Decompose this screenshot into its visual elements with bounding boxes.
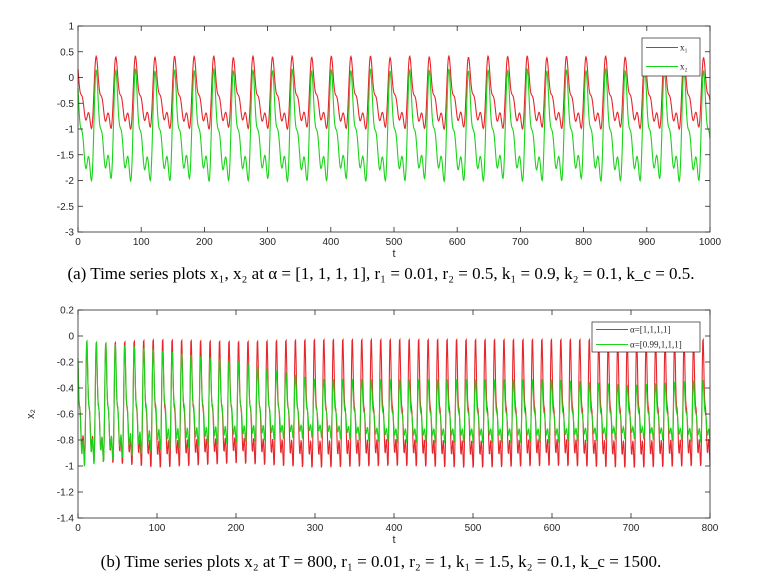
y-tick-label: -1.5 [57, 150, 75, 161]
x-tick-label: 100 [133, 237, 150, 248]
x-tick-label: 400 [322, 237, 339, 248]
x-tick-label: 200 [228, 523, 245, 534]
y-tick-label: 0.5 [60, 47, 74, 58]
x-tick-label: 600 [449, 237, 466, 248]
y-tick-label: -0.8 [57, 436, 75, 447]
x-tick-label: 300 [307, 523, 324, 534]
x-tick-label: 0 [75, 237, 81, 248]
legend-box [591, 321, 701, 353]
figure-panel-a: 0 100 200 300 400 500 600 700 800 900 1000 1 0.5 0 -0.… [57, 22, 722, 261]
y-tick-label: -1 [65, 125, 74, 136]
y-tick-label: -0.2 [57, 358, 75, 369]
x-tick-label: 800 [702, 523, 719, 534]
x-tick-label: 200 [196, 237, 213, 248]
chart-a: 0 100 200 300 400 500 600 700 800 900 1000 1 0.5 0 -0.… [57, 22, 722, 261]
caption-b: (b) Time series plots x₂ at T = 800, r₁ … [100, 552, 662, 571]
y-tick-label: 0.2 [60, 306, 74, 317]
x-tick-label: 700 [623, 523, 640, 534]
caption-a: (a) Time series plots x₁, x₂ at α = [1, … [67, 264, 695, 283]
legend-label: x₁ [680, 43, 688, 53]
figure-panel-b: 0 100 200 300 400 500 600 700 800 0.2 0 -0.2 -0.4 -0.… [0, 298, 762, 579]
x-tick-label: 800 [575, 237, 592, 248]
legend-label: α=[0.99,1,1,1] [630, 340, 682, 350]
legend: x₁ x₂ [641, 37, 701, 77]
x-tick-label: 300 [259, 237, 276, 248]
x-tick-label: 600 [544, 523, 561, 534]
y-tick-label: -2.5 [57, 202, 75, 213]
series-line-2 [77, 339, 711, 467]
y-tick-label: 0 [68, 332, 74, 343]
x-tick-label: 500 [386, 237, 403, 248]
series-line-2 [77, 67, 711, 184]
legend-label: α=[1,1,1,1] [630, 325, 671, 335]
legend-label: x₂ [680, 62, 688, 72]
y-tick-label: -1.4 [57, 514, 75, 525]
x-tick-label: 100 [149, 523, 166, 534]
y-tick-label: -0.4 [57, 384, 75, 395]
y-tick-label: -2 [65, 176, 74, 187]
y-tick-label: -3 [65, 228, 74, 239]
x-tick-label: 500 [465, 523, 482, 534]
chart-b: 0 100 200 300 400 500 600 700 800 0.2 0 -0.2 -0.4 -0.… [25, 306, 719, 547]
legend: α=[1,1,1,1] α=[0.99,1,1,1] [591, 321, 701, 353]
x-tick-label: 900 [638, 237, 655, 248]
y-tick-label: -1.2 [57, 488, 75, 499]
x-axis-label: t [392, 248, 395, 260]
plot-area [78, 26, 710, 232]
x-axis-label: t [392, 534, 395, 546]
legend-box [641, 37, 701, 77]
x-tick-label: 0 [75, 523, 81, 534]
x-tick-label: 700 [512, 237, 529, 248]
y-tick-label: -0.6 [57, 410, 75, 421]
x-tick-label: 400 [386, 523, 403, 534]
y-axis-label: x₂ [25, 409, 37, 419]
y-tick-label: 1 [68, 22, 74, 33]
y-tick-label: -1 [65, 462, 74, 473]
series-line-1 [77, 54, 711, 131]
y-tick-label: -0.5 [57, 99, 75, 110]
y-tick-label: 0 [68, 73, 74, 84]
x-tick-label: 1000 [699, 237, 722, 248]
